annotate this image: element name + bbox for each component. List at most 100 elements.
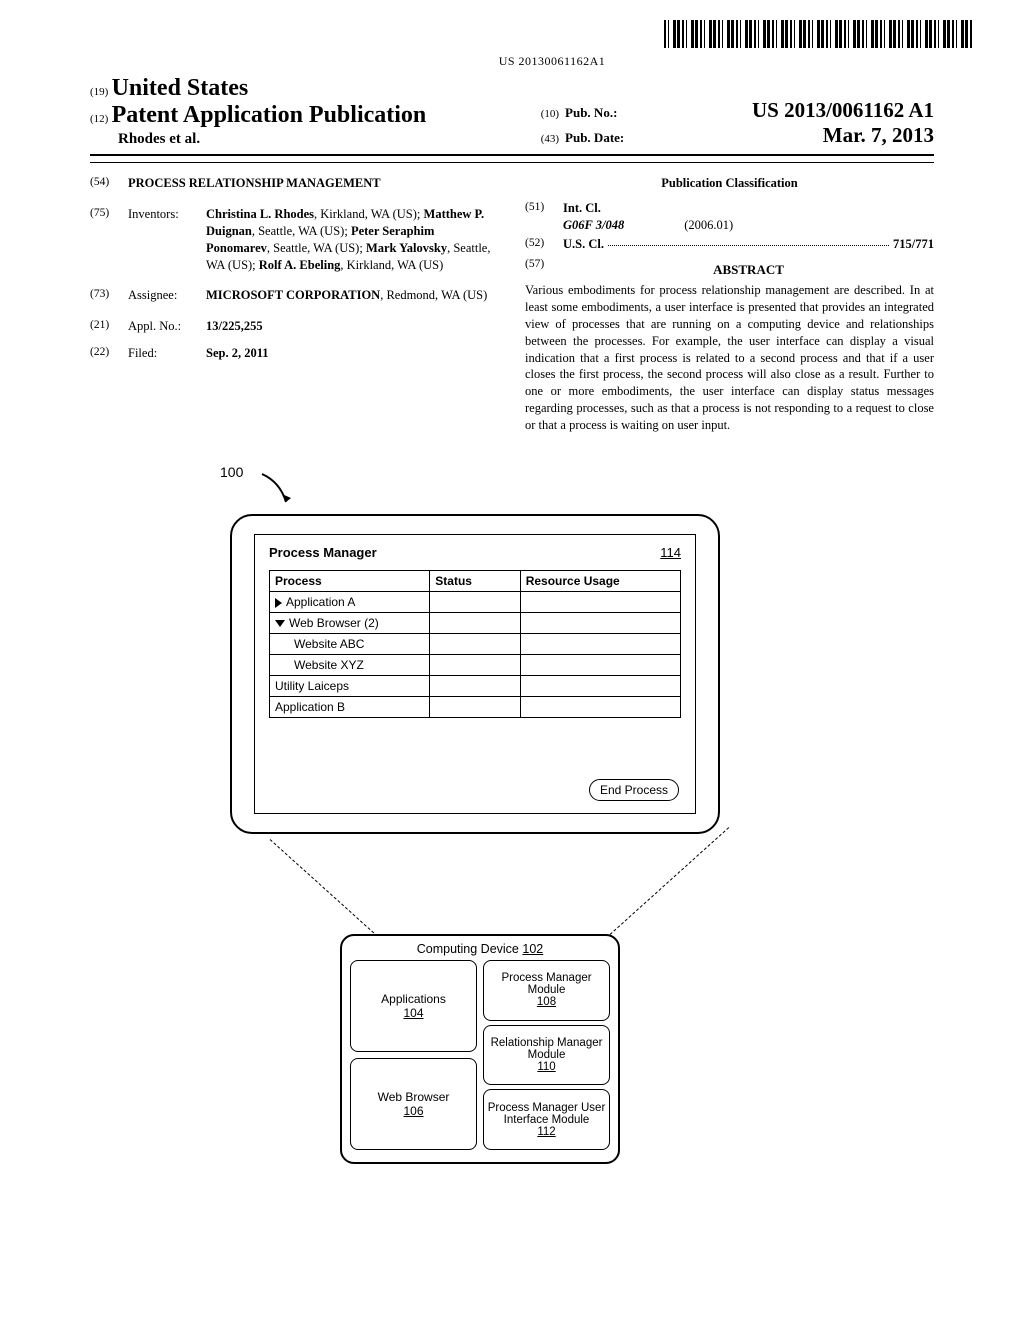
right-column: Publication Classification (51) Int. Cl.… <box>525 175 934 434</box>
resource-cell <box>520 675 680 696</box>
field-22-num: (22) <box>90 345 118 362</box>
field-54-num: (54) <box>90 175 118 192</box>
ref-num-104: 104 <box>403 1006 423 1020</box>
resource-cell <box>520 612 680 633</box>
resource-cell <box>520 654 680 675</box>
process-name: Website XYZ <box>294 658 364 672</box>
classification-heading: Publication Classification <box>525 175 934 192</box>
country-name: United States <box>112 75 249 101</box>
table-row[interactable]: Application B <box>270 696 681 717</box>
bibliographic-columns: (54) PROCESS RELATIONSHIP MANAGEMENT (75… <box>90 175 934 434</box>
expand-icon[interactable] <box>275 598 282 608</box>
applications-label: Applications <box>381 992 446 1006</box>
resource-cell <box>520 633 680 654</box>
invention-title: PROCESS RELATIONSHIP MANAGEMENT <box>128 175 499 192</box>
web-browser-box: Web Browser 106 <box>350 1058 477 1150</box>
field-57-num: (57) <box>525 257 553 283</box>
process-name: Web Browser (2) <box>289 616 379 630</box>
pmm-label: Process Manager Module <box>487 972 606 996</box>
web-browser-label: Web Browser <box>378 1090 450 1104</box>
field-75-num: (75) <box>90 206 118 274</box>
process-name: Website ABC <box>294 637 364 651</box>
uscl-dots <box>608 236 889 246</box>
process-name: Application A <box>286 595 355 609</box>
pubdate-label: Pub. Date: <box>565 130 624 146</box>
abstract-heading: ABSTRACT <box>563 261 934 279</box>
barcode-number: US 20130061162A1 <box>90 54 1014 69</box>
ref-num-112: 112 <box>537 1126 555 1138</box>
resource-cell <box>520 696 680 717</box>
ref-num-100: 100 <box>220 464 243 480</box>
abstract-body: Various embodiments for process relation… <box>525 282 934 434</box>
ref-num-114: 114 <box>660 545 681 560</box>
ref-num-106: 106 <box>403 1104 423 1118</box>
table-header-process: Process <box>270 570 430 591</box>
inventor-name: Rolf A. Ebeling <box>259 258 341 272</box>
ref-num-110: 110 <box>537 1061 555 1073</box>
relationship-manager-module-box: Relationship Manager Module 110 <box>483 1025 610 1086</box>
inventor-location: , Seattle, WA (US); <box>252 224 351 238</box>
field-52-num: (52) <box>525 236 553 253</box>
barcode-region: US 20130061162A1 <box>90 20 974 69</box>
ref-num-102: 102 <box>522 942 543 956</box>
uscl-value: 715/771 <box>893 236 934 253</box>
applications-box: Applications 104 <box>350 960 477 1052</box>
end-process-button[interactable]: End Process <box>589 779 679 801</box>
process-name: Application B <box>275 700 345 714</box>
inventors-label: Inventors: <box>128 206 196 274</box>
left-column: (54) PROCESS RELATIONSHIP MANAGEMENT (75… <box>90 175 499 434</box>
inventor-location: , Kirkland, WA (US) <box>340 258 443 272</box>
assignee-name: MICROSOFT CORPORATION <box>206 288 380 302</box>
intcl-year: (2006.01) <box>684 217 733 234</box>
field-10-num: (10) <box>541 108 559 120</box>
intcl-code: G06F 3/048 <box>563 217 624 234</box>
filed-label: Filed: <box>128 345 196 362</box>
publication-header: (19) United States (12) Patent Applicati… <box>90 75 934 148</box>
computing-device-title: Computing Device 102 <box>350 942 610 956</box>
status-cell <box>430 633 520 654</box>
resource-cell <box>520 591 680 612</box>
collapse-icon[interactable] <box>275 620 285 627</box>
table-row[interactable]: Website ABC <box>270 633 681 654</box>
pm-ui-module-box: Process Manager User Interface Module 11… <box>483 1089 610 1150</box>
pubdate-value: Mar. 7, 2013 <box>823 123 934 148</box>
process-table: ProcessStatusResource Usage Application … <box>269 570 681 718</box>
field-19-num: (19) <box>90 86 108 98</box>
uscl-label: U.S. Cl. <box>563 236 604 253</box>
assignee-label: Assignee: <box>128 287 196 304</box>
ref-num-108: 108 <box>537 996 556 1008</box>
leader-arrow-icon <box>260 472 300 512</box>
document-type: Patent Application Publication <box>112 102 427 128</box>
applno-label: Appl. No.: <box>128 318 196 335</box>
pubno-label: Pub. No.: <box>565 105 617 121</box>
field-21-num: (21) <box>90 318 118 335</box>
inventor-name: Mark Yalovsky <box>366 241 447 255</box>
divider-thick <box>90 154 934 156</box>
inventor-location: , Kirkland, WA (US); <box>314 207 424 221</box>
field-12-num: (12) <box>90 113 108 125</box>
table-row[interactable]: Utility Laiceps <box>270 675 681 696</box>
figure-diagram: 100 Process Manager 114 ProcessStatusRes… <box>90 464 934 1184</box>
dashed-connector-left <box>270 839 390 947</box>
process-manager-module-box: Process Manager Module 108 <box>483 960 610 1021</box>
dashed-connector-right <box>610 827 730 935</box>
rmm-label: Relationship Manager Module <box>487 1037 606 1061</box>
status-cell <box>430 591 520 612</box>
table-header-status: Status <box>430 570 520 591</box>
computing-device-box: Computing Device 102 Applications 104 We… <box>340 934 620 1164</box>
assignee-value: MICROSOFT CORPORATION, Redmond, WA (US) <box>206 287 499 304</box>
pubno-value: US 2013/0061162 A1 <box>752 98 934 123</box>
filed-value: Sep. 2, 2011 <box>206 345 499 362</box>
table-header-resource-usage: Resource Usage <box>520 570 680 591</box>
field-51-num: (51) <box>525 200 553 234</box>
barcode-graphic <box>664 20 974 48</box>
pmui-label: Process Manager User Interface Module <box>487 1102 606 1126</box>
table-row[interactable]: Web Browser (2) <box>270 612 681 633</box>
authors-short: Rhodes et al. <box>90 131 525 148</box>
inventor-location: , Seattle, WA (US); <box>267 241 366 255</box>
inventors-list: Christina L. Rhodes, Kirkland, WA (US); … <box>206 206 499 274</box>
pm-window-title: Process Manager <box>269 545 377 560</box>
table-row[interactable]: Application A <box>270 591 681 612</box>
process-manager-window: Process Manager 114 ProcessStatusResourc… <box>230 514 720 834</box>
table-row[interactable]: Website XYZ <box>270 654 681 675</box>
